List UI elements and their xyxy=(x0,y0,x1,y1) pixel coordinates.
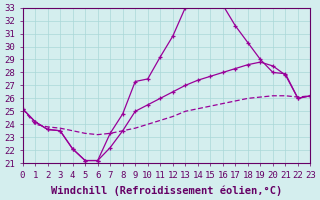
X-axis label: Windchill (Refroidissement éolien,°C): Windchill (Refroidissement éolien,°C) xyxy=(51,185,282,196)
